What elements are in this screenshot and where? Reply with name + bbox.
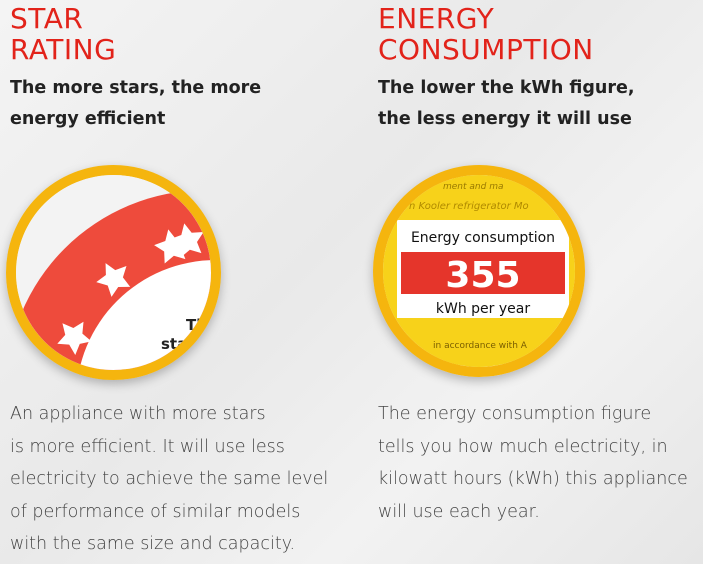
label-fine-print: ment and ma: [443, 182, 503, 192]
heading-line: STAR: [10, 2, 84, 35]
star-rating-illustration: The stars en: [16, 175, 211, 370]
label-fine-print: n Kooler refrigerator Mo: [409, 201, 529, 212]
inner-white-area: [79, 260, 211, 370]
heading-line: ENERGY: [378, 2, 495, 35]
star-icon: [154, 229, 188, 264]
energy-consumption-section: ENERGY CONSUMPTION The lower the kWh fig…: [378, 0, 703, 135]
subheading-line: The lower the kWh figure,: [378, 78, 635, 98]
description-line: will use each year.: [378, 501, 540, 522]
description-line: of performance of similar models: [10, 501, 301, 522]
subheading-line: energy efficient: [10, 109, 166, 129]
energy-consumption-description: The energy consumption figure tells you …: [378, 398, 688, 528]
label-fine-print: in accordance with A: [433, 341, 528, 351]
energy-label-badge: ment and ma n Kooler refrigerator Mo Ene…: [373, 165, 585, 377]
value-box: [401, 252, 565, 294]
energy-unit: kWh per year: [436, 301, 530, 317]
description-line: tells you how much electricity, in: [378, 436, 668, 457]
star-icon: [57, 321, 92, 355]
description-line: The energy consumption figure: [378, 404, 652, 424]
description-line: with the same size and capacity.: [10, 534, 296, 554]
star-icon: [170, 223, 204, 258]
badge-text: en: [159, 353, 180, 370]
star-rating-badge: The stars en: [6, 165, 221, 380]
star-rating-description: An appliance with more stars is more eff…: [10, 398, 328, 561]
star-icon: [96, 263, 131, 297]
subheading-line: The more stars, the more: [10, 78, 262, 98]
star-rating-heading: STAR RATING: [10, 3, 350, 65]
description-line: is more efficient. It will use less: [10, 436, 285, 457]
badge-text: stars: [161, 335, 204, 353]
description-line: An appliance with more stars: [10, 404, 266, 424]
star-rating-subheading: The more stars, the more energy efficien…: [10, 73, 350, 135]
description-line: electricity to achieve the same level: [10, 469, 329, 489]
star-rating-section: STAR RATING The more stars, the more ene…: [10, 0, 350, 135]
energy-consumption-subheading: The lower the kWh figure, the less energ…: [378, 73, 703, 135]
description-line: kilowatt hours (kWh) this appliance: [378, 469, 688, 489]
energy-label-illustration: ment and ma n Kooler refrigerator Mo Ene…: [383, 175, 575, 367]
badge-text: The: [186, 316, 211, 334]
subheading-line: the less energy it will use: [378, 109, 632, 129]
heading-line: RATING: [10, 33, 117, 66]
energy-consumption-label: Energy consumption: [411, 230, 555, 246]
heading-line: CONSUMPTION: [378, 33, 594, 66]
energy-value: 355: [445, 255, 520, 296]
energy-consumption-heading: ENERGY CONSUMPTION: [378, 3, 703, 65]
